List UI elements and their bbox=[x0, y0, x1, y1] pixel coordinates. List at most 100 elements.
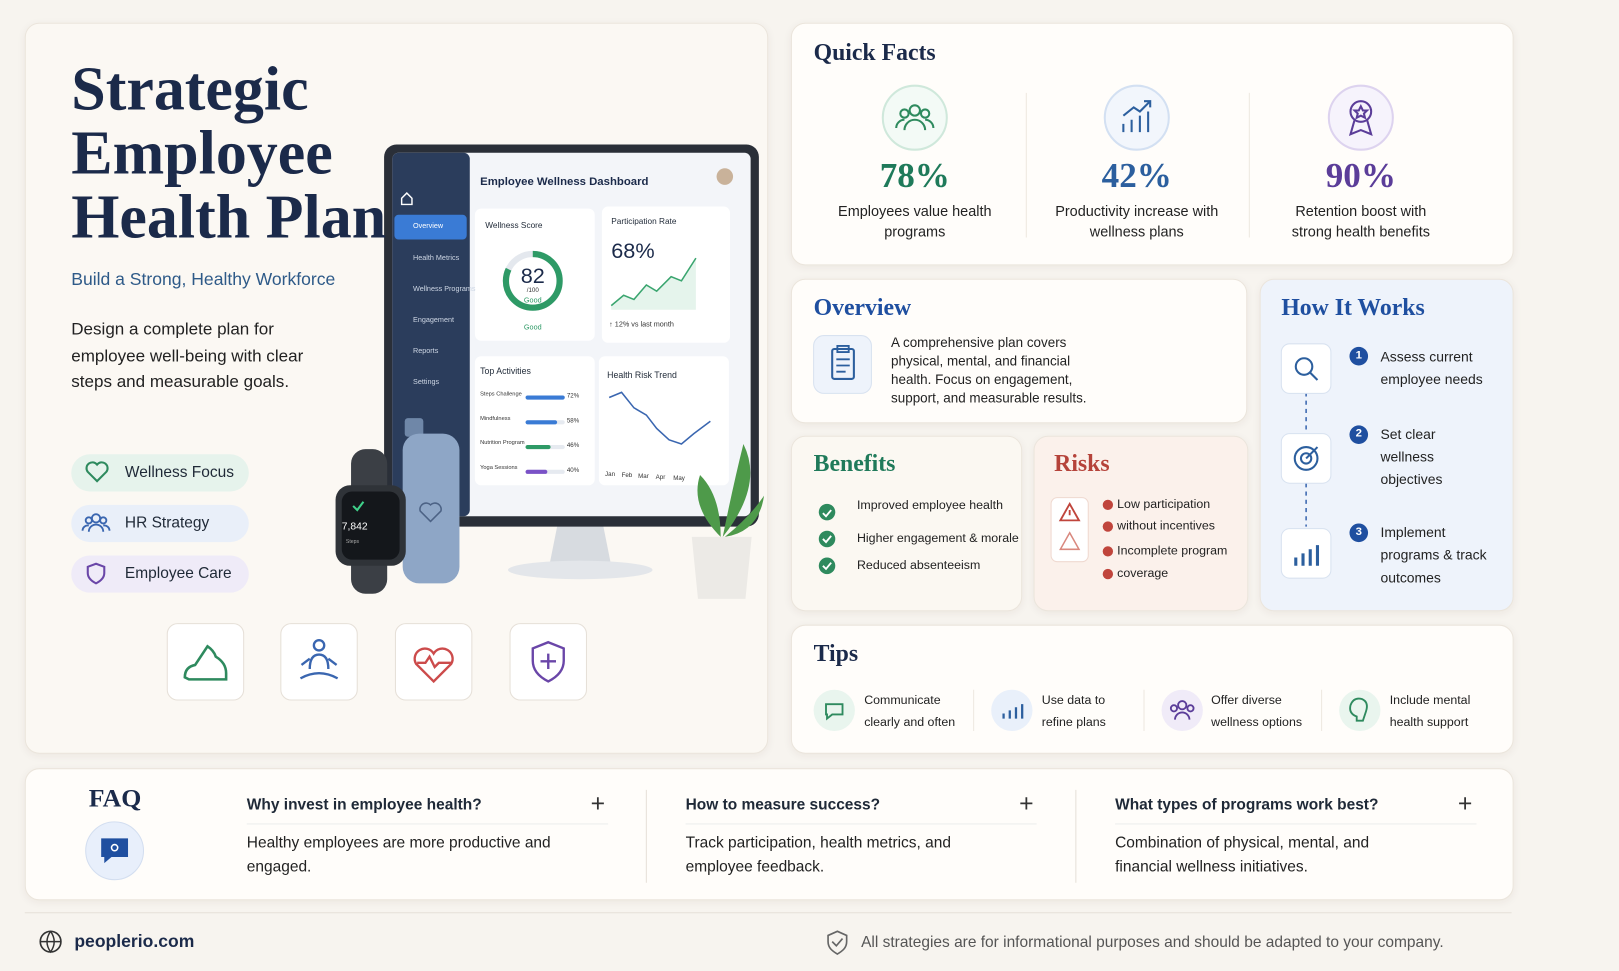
monitor-part bbox=[716, 168, 734, 185]
disclaimer: All strategies are for informational pur… bbox=[861, 933, 1444, 951]
tip-icons-part-part bbox=[1177, 700, 1188, 711]
site[interactable]: peoplerio.com bbox=[74, 931, 195, 951]
section-title: Tips bbox=[813, 640, 859, 666]
activity: Mindfulness bbox=[480, 416, 511, 423]
section-title: Benefits bbox=[813, 450, 896, 476]
faq-answer: Track participation, health metrics, and… bbox=[685, 834, 951, 876]
activity: Yoga Sessions bbox=[480, 464, 518, 471]
faq-graphics-part bbox=[645, 789, 1077, 883]
tips-card bbox=[790, 624, 1514, 754]
fact-icons-part bbox=[1122, 100, 1152, 133]
tip-icons-part bbox=[973, 689, 1323, 732]
fact-icons-part bbox=[881, 84, 948, 151]
props-part bbox=[697, 443, 765, 537]
faq-answer: Healthy employees are more productive an… bbox=[246, 834, 551, 876]
people-icon bbox=[81, 513, 111, 532]
fact-text: Retention boost with strong health benef… bbox=[1291, 202, 1430, 240]
fact-text: Employees value health programs bbox=[838, 202, 992, 240]
risk-item: Incomplete program bbox=[1117, 543, 1228, 558]
people-icon-part bbox=[99, 516, 108, 525]
icon-boxes bbox=[166, 623, 587, 701]
how-icons-part bbox=[1280, 528, 1332, 579]
icon-boxes-part-part bbox=[312, 638, 326, 652]
fact-icons-part bbox=[895, 104, 935, 131]
activity-pct: 46% bbox=[566, 442, 580, 450]
dash-label: Participation Rate bbox=[611, 216, 677, 227]
fact: 78% Employees value health programs bbox=[812, 157, 1019, 242]
step-number: 2 bbox=[1355, 427, 1362, 440]
activity-pct: 72% bbox=[566, 393, 580, 400]
hero-subtitle: Build a Strong, Healthy Workforce bbox=[71, 269, 336, 290]
dash-score: 82 bbox=[520, 264, 545, 289]
benefit-icons-part bbox=[1102, 546, 1114, 557]
how-icons-part bbox=[1309, 372, 1319, 381]
icon-boxes-part-part bbox=[299, 653, 339, 680]
dash-nav: Health Metrics bbox=[413, 255, 460, 263]
overview-icon-part bbox=[813, 335, 872, 394]
footer-graphics-part bbox=[827, 930, 848, 955]
dash-nav: Reports bbox=[413, 347, 439, 356]
props-part bbox=[402, 433, 460, 584]
activity-pct: 40% bbox=[566, 467, 580, 474]
footer-graphics bbox=[24, 912, 1512, 955]
tip-icons-part-part bbox=[1186, 704, 1195, 713]
fact-value: 42% bbox=[1101, 156, 1172, 196]
icon-boxes-part bbox=[183, 644, 228, 681]
tip-icons-part bbox=[813, 689, 855, 732]
month: Jan bbox=[605, 471, 616, 479]
icon-boxes-part bbox=[531, 640, 565, 683]
props-part bbox=[404, 418, 424, 437]
monitor-part bbox=[400, 192, 413, 206]
tip-icons-part bbox=[1002, 704, 1024, 719]
monitor-part bbox=[474, 208, 595, 341]
fact-value: 90% bbox=[1325, 156, 1396, 196]
monitor-part bbox=[608, 391, 711, 445]
faq-graphics bbox=[85, 789, 1477, 883]
how-icons-part bbox=[1280, 343, 1332, 394]
tag-label: HR Strategy bbox=[124, 514, 210, 532]
monitor-part bbox=[611, 258, 696, 310]
monitor-part bbox=[610, 257, 697, 307]
benefit-icons-part bbox=[818, 503, 836, 521]
benefit-icons-part bbox=[1058, 501, 1081, 522]
icon-boxes-part bbox=[166, 623, 245, 701]
faq-question: How to measure success? bbox=[685, 796, 881, 814]
monitor-part bbox=[525, 395, 565, 474]
activity-bar bbox=[525, 445, 551, 450]
tip-icons-part bbox=[991, 689, 1033, 732]
monitor-part bbox=[507, 560, 653, 580]
faq-toggle[interactable]: + bbox=[1019, 789, 1034, 818]
activity-bar bbox=[525, 469, 548, 474]
overview-icon bbox=[813, 335, 872, 394]
watch-label: Steps bbox=[345, 538, 360, 546]
faq-toggle[interactable]: + bbox=[1457, 789, 1473, 818]
faq-toggle[interactable]: + bbox=[590, 789, 606, 818]
dash-scale: /100 bbox=[526, 288, 539, 295]
benefit-item: Higher engagement & morale bbox=[856, 530, 1019, 546]
score-ring bbox=[502, 250, 563, 311]
props-part bbox=[419, 502, 442, 523]
tag-pill: Wellness Focus bbox=[71, 454, 249, 492]
how-icons-part bbox=[1349, 523, 1369, 543]
tip-icons-part bbox=[1169, 700, 1195, 720]
tip-icons-part bbox=[1339, 689, 1381, 732]
props-part bbox=[352, 501, 365, 512]
how-icons-part bbox=[1305, 446, 1319, 460]
dash-label: Wellness Score bbox=[485, 220, 543, 231]
tip: Use data to refine plans bbox=[1041, 692, 1106, 729]
how-icons-part bbox=[1349, 425, 1369, 444]
people-icon-part bbox=[90, 513, 102, 524]
activity-bar bbox=[525, 395, 565, 400]
monitor bbox=[384, 144, 759, 580]
month: Feb bbox=[621, 472, 633, 480]
dash-value: 68% bbox=[611, 239, 655, 264]
icon-boxes-part bbox=[394, 623, 473, 701]
fact-icons-part bbox=[1025, 92, 1250, 238]
month: Apr bbox=[655, 474, 666, 482]
benefit-icons-part bbox=[1102, 521, 1114, 532]
fact-text: Productivity increase with wellness plan… bbox=[1055, 202, 1219, 240]
overview-text: A comprehensive plan covers physical, me… bbox=[891, 334, 1087, 406]
how-icons-part bbox=[1293, 446, 1319, 471]
